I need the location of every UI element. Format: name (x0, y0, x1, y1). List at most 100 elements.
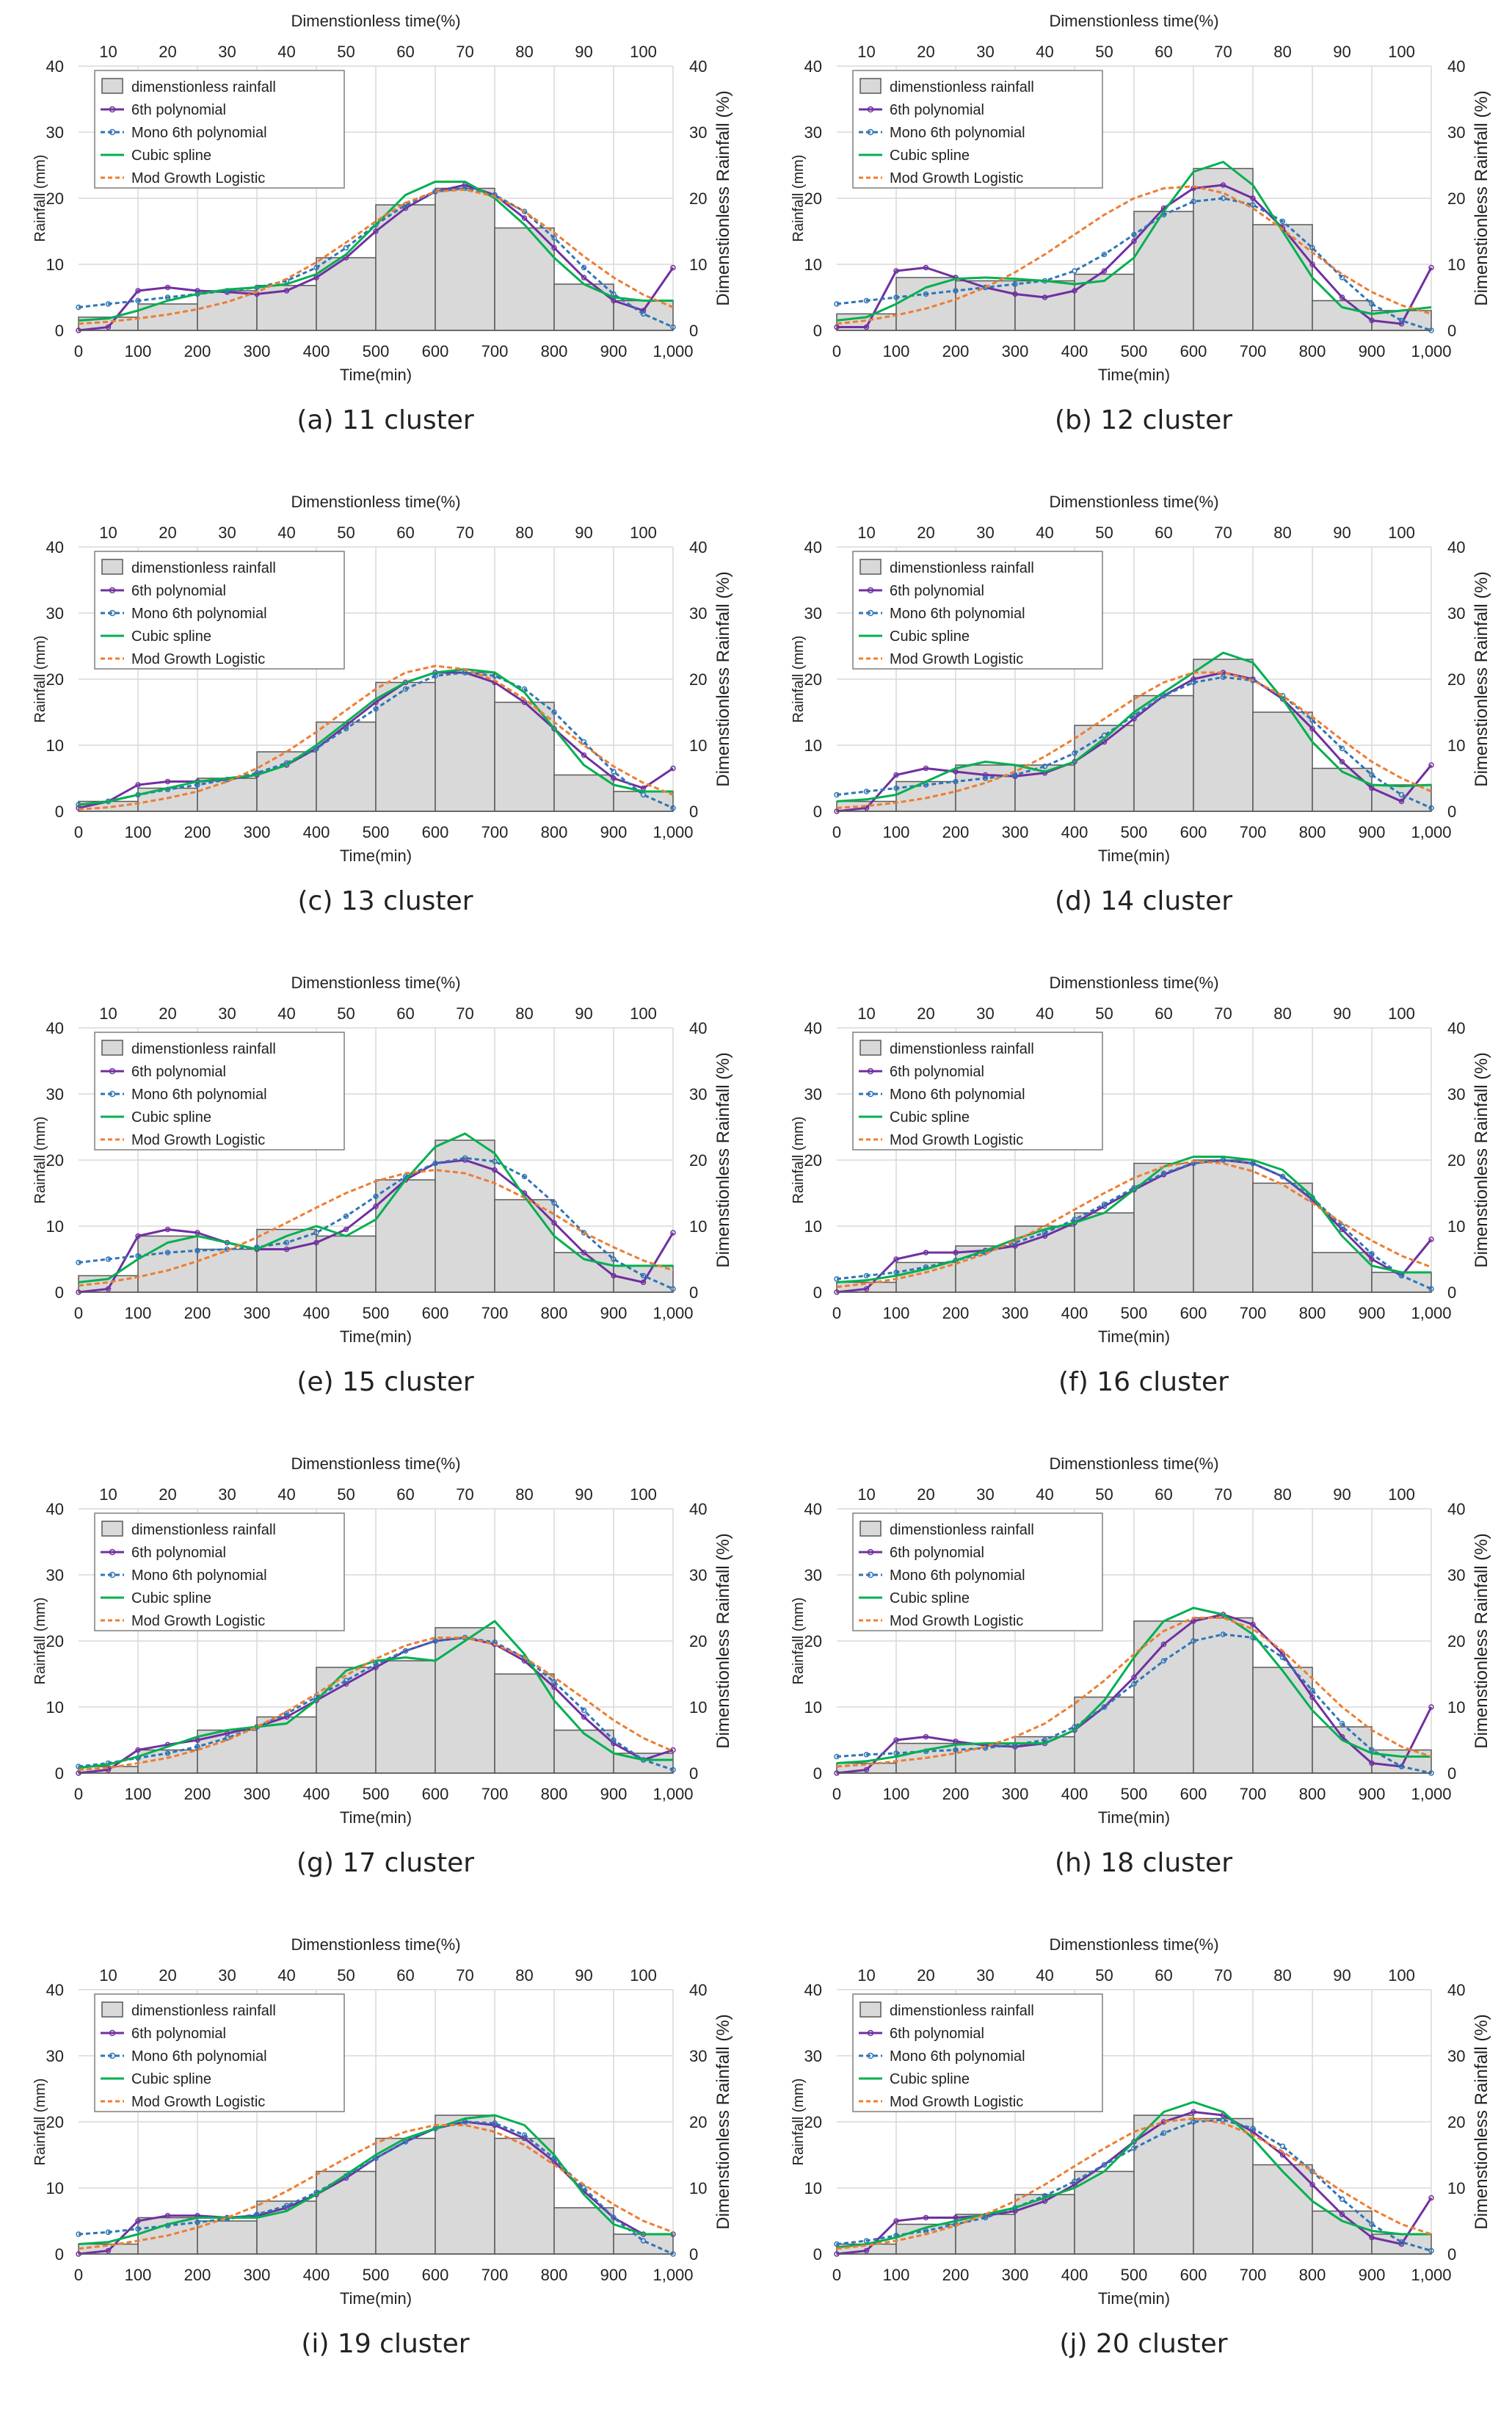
x-tick-label: 500 (363, 342, 390, 360)
legend: dimenstionless rainfall 6th polynomial Mon… (852, 1512, 1103, 1631)
y2-tick-label: 30 (689, 1566, 707, 1584)
series-point (283, 1246, 290, 1253)
series-point (1279, 1173, 1286, 1180)
series-logistic (78, 188, 674, 325)
legend-label: Mod Growth Logistic (890, 1132, 1023, 1148)
series-point (135, 1233, 141, 1239)
series-point (1398, 1764, 1405, 1769)
x-tick-label: 800 (541, 1785, 568, 1803)
series-line (78, 1637, 674, 1771)
x-tick-label: 500 (363, 1785, 390, 1803)
top-tick-label: 40 (1036, 1485, 1053, 1504)
legend-label: Mono 6th polynomial (890, 2048, 1025, 2065)
x-tick-label: 100 (883, 823, 910, 841)
top-tick-label: 10 (99, 43, 117, 61)
bar (435, 187, 495, 331)
legend-box (94, 1993, 345, 2112)
bar (197, 1248, 258, 1293)
series-line (836, 675, 1432, 809)
y-tick-label: 40 (46, 1019, 64, 1037)
bar (1193, 167, 1254, 331)
bar (197, 2220, 258, 2255)
series-point (863, 1752, 870, 1758)
series-point (105, 2247, 112, 2254)
series-point (893, 268, 899, 274)
series-point (373, 1193, 379, 1200)
top-tick-label: 70 (456, 1966, 473, 1985)
series-line (836, 1156, 1431, 1283)
legend-label: Mono 6th polynomial (131, 125, 267, 141)
series-line (78, 671, 674, 809)
series-point (1131, 238, 1137, 244)
series-point (1398, 2239, 1405, 2245)
chart-svg: 0 100 200 300 400 500 600 700 800 900 1,000Time(mi… (790, 12, 1491, 384)
series-point (135, 782, 141, 788)
y2-tick-label: 10 (1447, 2179, 1465, 2197)
bar (895, 277, 956, 331)
x-tick-label: 700 (1240, 823, 1267, 841)
y-tick-label: 20 (46, 670, 64, 689)
legend-swatch-bar (859, 559, 882, 575)
y2-tick-label: 0 (1447, 802, 1456, 821)
top-tick-label: 40 (1036, 1966, 1053, 1985)
series-point (1101, 251, 1108, 258)
series-point (1042, 764, 1048, 769)
x-tick-label: 300 (244, 823, 271, 841)
chart-caption: (a) 11 cluster (297, 405, 474, 435)
y2-tick-label: 10 (1447, 736, 1465, 755)
series-point (1131, 231, 1137, 238)
top-tick-label: 100 (630, 43, 657, 61)
series-point (402, 686, 409, 692)
legend-label: Mono 6th polynomial (890, 1568, 1025, 1584)
series-point (1101, 1201, 1108, 1208)
legend: dimenstionless rainfall 6th polynomial Mon… (94, 70, 345, 189)
series-point (313, 264, 319, 271)
y2-axis-title: Dimenstionless Rainfall (%) (1472, 90, 1491, 305)
x-tick-label: 800 (1299, 2266, 1326, 2284)
series-point (1369, 2221, 1375, 2228)
bar (1193, 1617, 1254, 1774)
chart-caption: (g) 17 cluster (296, 1848, 475, 1878)
series-point (1250, 195, 1256, 201)
legend-swatch-marker (867, 2052, 874, 2059)
top-tick-label: 20 (159, 1004, 176, 1023)
series-point (953, 1747, 959, 1753)
series-point (76, 2231, 81, 2237)
series-line (837, 184, 1433, 328)
series-point (551, 235, 557, 241)
series-point (1309, 2181, 1315, 2188)
chart-caption: (i) 19 cluster (301, 2329, 470, 2359)
y-axis-title: Rainfall (mm) (790, 2079, 807, 2166)
x-tick-label: 1,000 (1411, 342, 1451, 360)
chart-panel: 0 100 200 300 400 500 600 700 800 900 1,000 Time(mi… (777, 481, 1511, 951)
top-tick-label: 90 (575, 523, 592, 542)
series-point (640, 2238, 647, 2244)
series-point (1428, 1286, 1434, 1292)
x-tick-label: 1,000 (653, 1304, 693, 1322)
x-tick-label: 800 (1299, 1304, 1326, 1322)
bar (613, 791, 674, 812)
top-tick-label: 50 (337, 1004, 355, 1023)
series-point (1191, 679, 1196, 686)
x-tick-label: 800 (1299, 342, 1326, 360)
series-point (640, 1279, 647, 1286)
x-tick-label: 0 (74, 2266, 83, 2284)
x-tick-label: 600 (422, 1785, 449, 1803)
x-tick-label: 0 (832, 1304, 841, 1322)
top-tick-label: 20 (159, 523, 176, 542)
bar (197, 290, 258, 331)
series-line (78, 671, 674, 809)
series-point (611, 1737, 617, 1743)
legend-label: 6th polynomial (890, 583, 984, 599)
top-axis-title: Dimenstionless time(%) (291, 12, 460, 30)
series-point (863, 2247, 870, 2254)
series-point (611, 1256, 617, 1262)
series-point (1072, 288, 1077, 294)
top-tick-label: 100 (1388, 1485, 1415, 1504)
x-tick-label: 900 (600, 1304, 628, 1322)
x-tick-label: 600 (422, 1304, 449, 1322)
series-point (1220, 1631, 1226, 1637)
y-tick-label: 40 (804, 1019, 822, 1037)
top-tick-label: 20 (917, 1966, 934, 1985)
top-tick-label: 70 (1214, 43, 1232, 61)
